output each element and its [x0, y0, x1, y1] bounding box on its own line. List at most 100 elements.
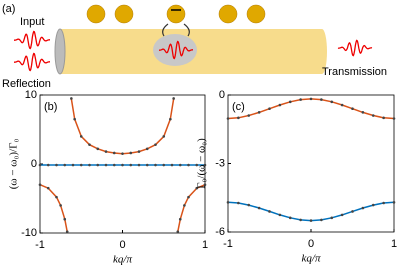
y-tick-label: 0	[31, 158, 37, 170]
data-point	[203, 163, 207, 167]
data-point	[154, 163, 157, 167]
data-point	[247, 203, 251, 207]
data-point	[55, 195, 58, 199]
data-point	[79, 163, 83, 167]
wave-packet	[337, 39, 373, 57]
data-point	[320, 218, 323, 222]
series-line	[227, 201, 395, 222]
data-point	[112, 151, 116, 155]
data-point	[195, 186, 199, 190]
atom	[218, 4, 238, 24]
data-point	[104, 163, 108, 167]
data-point	[121, 152, 124, 155]
data-point	[59, 204, 62, 207]
data-point	[203, 183, 207, 186]
data-point	[340, 103, 344, 107]
data-point	[154, 143, 157, 146]
data-point	[226, 117, 230, 120]
series-line	[39, 184, 68, 232]
data-point	[145, 147, 149, 151]
data-point	[73, 117, 76, 121]
data-point	[361, 206, 365, 210]
data-point	[104, 150, 108, 153]
data-point	[247, 114, 251, 117]
series-line	[227, 98, 395, 120]
data-point	[63, 163, 67, 167]
data-point	[226, 201, 230, 204]
data-point	[172, 97, 175, 100]
panel-label: (b)	[44, 101, 57, 113]
data-point	[96, 163, 100, 167]
data-point	[257, 111, 261, 114]
wave-packet	[159, 40, 193, 60]
data-point	[278, 103, 282, 107]
y-tick-label: -10	[21, 227, 37, 239]
data-point	[162, 135, 166, 138]
data-point	[71, 163, 75, 167]
data-point	[330, 100, 334, 104]
data-point	[38, 183, 42, 186]
data-point	[288, 216, 292, 220]
data-point	[96, 147, 100, 151]
atom	[114, 4, 134, 24]
data-point	[88, 163, 91, 167]
atom	[246, 4, 266, 24]
x-tick-label: -1	[223, 238, 233, 250]
plot-frame	[227, 94, 395, 233]
data-point	[70, 97, 73, 100]
data-point	[162, 163, 166, 167]
data-point	[309, 97, 313, 101]
data-point	[38, 163, 42, 167]
data-point	[65, 230, 69, 233]
waveguide-end	[317, 29, 327, 74]
arrow	[162, 23, 169, 37]
data-point	[79, 135, 83, 138]
data-point	[351, 107, 354, 110]
data-point	[46, 163, 50, 167]
data-point	[330, 216, 334, 220]
data-point	[121, 163, 124, 167]
data-point	[320, 98, 323, 101]
data-point	[137, 150, 141, 153]
data-point	[169, 117, 172, 121]
data-point	[392, 201, 396, 204]
schematic: (a) Input Reflection Transmission	[2, 3, 387, 90]
data-point	[183, 204, 186, 207]
atom	[86, 4, 106, 24]
data-point	[176, 230, 180, 233]
atom	[166, 4, 186, 24]
data-point	[170, 163, 174, 167]
x-tick-label: 0	[119, 239, 125, 251]
data-point	[299, 218, 302, 222]
y-axis-label: (ω − ω₀)/Γ₀	[8, 139, 20, 190]
y-tick-label: 0	[219, 89, 225, 101]
data-point	[137, 163, 141, 167]
data-point	[187, 195, 190, 199]
y-tick-label: 10	[25, 89, 37, 101]
data-point	[382, 201, 385, 205]
x-tick-label: 1	[391, 238, 397, 250]
panel-label: (c)	[232, 101, 245, 113]
data-point	[55, 163, 58, 167]
data-point	[309, 219, 313, 222]
data-point	[112, 163, 116, 167]
data-point	[361, 111, 365, 114]
panel-label: (a)	[2, 3, 15, 15]
data-point	[187, 163, 190, 167]
data-point	[237, 116, 240, 120]
data-point	[195, 163, 199, 167]
x-tick-label: 1	[202, 239, 208, 251]
series-line	[177, 184, 206, 232]
arrow	[183, 23, 190, 37]
wave-packet	[14, 52, 50, 72]
atom-field	[153, 34, 197, 66]
series-line	[70, 98, 175, 155]
data-point	[88, 143, 91, 146]
data-point	[237, 201, 240, 205]
data-point	[340, 213, 344, 217]
data-point	[278, 213, 282, 217]
waveguide-start	[54, 28, 66, 75]
data-point	[268, 107, 271, 110]
data-point	[178, 163, 182, 167]
